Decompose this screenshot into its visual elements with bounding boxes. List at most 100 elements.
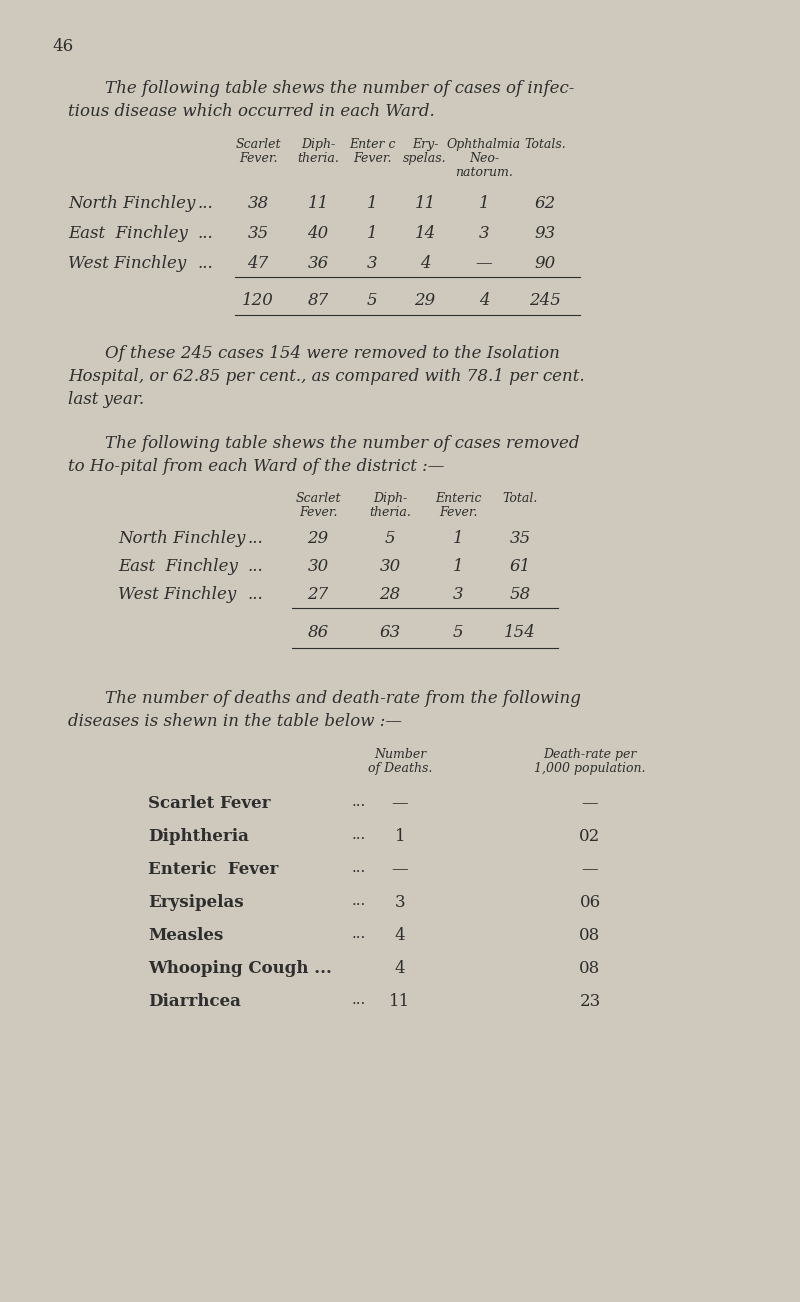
Text: 87: 87: [307, 292, 329, 309]
Text: 35: 35: [247, 225, 269, 242]
Text: diseases is shewn in the table below :—: diseases is shewn in the table below :—: [68, 713, 402, 730]
Text: 90: 90: [534, 255, 556, 272]
Text: 1: 1: [394, 828, 406, 845]
Text: 36: 36: [307, 255, 329, 272]
Text: Ery-: Ery-: [412, 138, 438, 151]
Text: Diph-: Diph-: [373, 492, 407, 505]
Text: 1: 1: [453, 530, 463, 547]
Text: 4: 4: [420, 255, 430, 272]
Text: The number of deaths and death-rate from the following: The number of deaths and death-rate from…: [105, 690, 581, 707]
Text: 30: 30: [307, 559, 329, 575]
Text: 4: 4: [478, 292, 490, 309]
Text: Diarrhcea: Diarrhcea: [148, 993, 241, 1010]
Text: 28: 28: [379, 586, 401, 603]
Text: Erysipelas: Erysipelas: [148, 894, 244, 911]
Text: Whooping Cough ...: Whooping Cough ...: [148, 960, 332, 976]
Text: Fever.: Fever.: [353, 152, 391, 165]
Text: 1: 1: [366, 195, 378, 212]
Text: 11: 11: [414, 195, 436, 212]
Text: 1: 1: [366, 225, 378, 242]
Text: 29: 29: [307, 530, 329, 547]
Text: last year.: last year.: [68, 391, 144, 408]
Text: theria.: theria.: [297, 152, 339, 165]
Text: Fever.: Fever.: [298, 506, 338, 519]
Text: to Ho­pital from each Ward of the district :—: to Ho­pital from each Ward of the distri…: [68, 458, 444, 475]
Text: 29: 29: [414, 292, 436, 309]
Text: 63: 63: [379, 624, 401, 641]
Text: Scarlet Fever: Scarlet Fever: [148, 796, 270, 812]
Text: ...: ...: [198, 255, 214, 272]
Text: ...: ...: [198, 195, 214, 212]
Text: 3: 3: [453, 586, 463, 603]
Text: 30: 30: [379, 559, 401, 575]
Text: 58: 58: [510, 586, 530, 603]
Text: 86: 86: [307, 624, 329, 641]
Text: 4: 4: [394, 927, 406, 944]
Text: 40: 40: [307, 225, 329, 242]
Text: 245: 245: [529, 292, 561, 309]
Text: ...: ...: [248, 559, 264, 575]
Text: tious disease which occurred in each Ward.: tious disease which occurred in each War…: [68, 103, 434, 120]
Text: 3: 3: [478, 225, 490, 242]
Text: 1: 1: [453, 559, 463, 575]
Text: —: —: [392, 861, 408, 878]
Text: East  Finchley: East Finchley: [118, 559, 238, 575]
Text: 27: 27: [307, 586, 329, 603]
Text: ...: ...: [352, 796, 366, 809]
Text: 38: 38: [247, 195, 269, 212]
Text: The following table shews the number of cases removed: The following table shews the number of …: [105, 435, 579, 452]
Text: Of these 245 cases 154 were removed to the Isolation: Of these 245 cases 154 were removed to t…: [105, 345, 560, 362]
Text: Diphtheria: Diphtheria: [148, 828, 249, 845]
Text: theria.: theria.: [369, 506, 411, 519]
Text: —: —: [582, 861, 598, 878]
Text: 62: 62: [534, 195, 556, 212]
Text: Fever.: Fever.: [438, 506, 478, 519]
Text: West Finchley: West Finchley: [118, 586, 236, 603]
Text: 02: 02: [579, 828, 601, 845]
Text: Ophthalmia: Ophthalmia: [447, 138, 521, 151]
Text: Totals.: Totals.: [524, 138, 566, 151]
Text: 08: 08: [579, 927, 601, 944]
Text: Enter c: Enter c: [349, 138, 395, 151]
Text: 93: 93: [534, 225, 556, 242]
Text: 47: 47: [247, 255, 269, 272]
Text: Fever.: Fever.: [238, 152, 278, 165]
Text: Total.: Total.: [502, 492, 538, 505]
Text: Death-rate per: Death-rate per: [543, 749, 637, 760]
Text: Number: Number: [374, 749, 426, 760]
Text: —: —: [582, 796, 598, 812]
Text: 5: 5: [453, 624, 463, 641]
Text: Diph-: Diph-: [301, 138, 335, 151]
Text: ...: ...: [352, 894, 366, 907]
Text: 06: 06: [579, 894, 601, 911]
Text: 61: 61: [510, 559, 530, 575]
Text: Scarlet: Scarlet: [295, 492, 341, 505]
Text: 35: 35: [510, 530, 530, 547]
Text: 4: 4: [394, 960, 406, 976]
Text: ...: ...: [352, 993, 366, 1006]
Text: The following table shews the number of cases of infec-: The following table shews the number of …: [105, 79, 574, 98]
Text: East  Finchley: East Finchley: [68, 225, 188, 242]
Text: 46: 46: [52, 38, 73, 55]
Text: 3: 3: [394, 894, 406, 911]
Text: 154: 154: [504, 624, 536, 641]
Text: 11: 11: [307, 195, 329, 212]
Text: ...: ...: [352, 927, 366, 941]
Text: ...: ...: [352, 828, 366, 842]
Text: —: —: [476, 255, 492, 272]
Text: Enteric  Fever: Enteric Fever: [148, 861, 278, 878]
Text: 5: 5: [385, 530, 395, 547]
Text: 11: 11: [390, 993, 410, 1010]
Text: 14: 14: [414, 225, 436, 242]
Text: 120: 120: [242, 292, 274, 309]
Text: 3: 3: [366, 255, 378, 272]
Text: ...: ...: [248, 586, 264, 603]
Text: ...: ...: [248, 530, 264, 547]
Text: —: —: [392, 796, 408, 812]
Text: Neo-: Neo-: [469, 152, 499, 165]
Text: ...: ...: [198, 225, 214, 242]
Text: North Finchley: North Finchley: [68, 195, 195, 212]
Text: 5: 5: [366, 292, 378, 309]
Text: natorum.: natorum.: [455, 165, 513, 178]
Text: spelas.: spelas.: [403, 152, 447, 165]
